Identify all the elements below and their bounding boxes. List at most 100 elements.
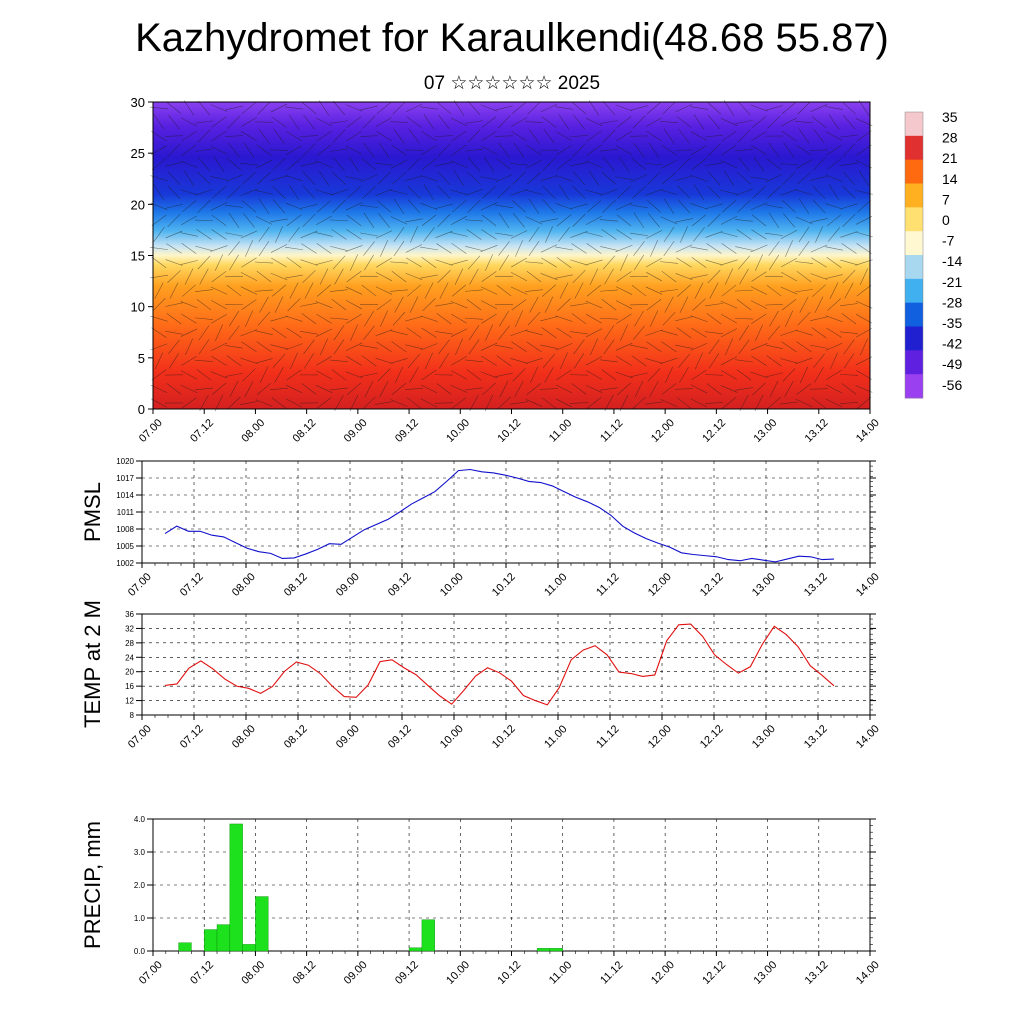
y-tick-label: 1005 bbox=[116, 542, 134, 551]
colorbar-label: 0 bbox=[942, 212, 950, 228]
x-tick-label: 12.12 bbox=[700, 959, 728, 987]
x-tick-label: 11.12 bbox=[594, 723, 621, 750]
x-tick-label: 08.12 bbox=[291, 417, 319, 445]
colorbar-label: 14 bbox=[942, 171, 958, 187]
x-tick-label: 14.00 bbox=[854, 959, 882, 987]
y-tick-label: 0.0 bbox=[134, 947, 146, 956]
x-tick-label: 11.12 bbox=[598, 959, 625, 986]
y-tick-label: 16 bbox=[125, 682, 134, 691]
x-tick-label: 07.12 bbox=[188, 959, 216, 987]
x-tick-label: 07.00 bbox=[137, 959, 165, 987]
x-tick-label: 08.12 bbox=[282, 723, 310, 751]
y-tick-label: 5 bbox=[138, 351, 145, 366]
grid bbox=[142, 461, 870, 563]
colorbar-label: -56 bbox=[942, 377, 962, 393]
x-tick-label: 07.12 bbox=[178, 723, 206, 751]
colorbar-swatch bbox=[905, 207, 923, 232]
colorbar-swatch bbox=[905, 302, 923, 327]
colorbar-label: -28 bbox=[942, 294, 962, 310]
y-tick-label: 28 bbox=[125, 639, 134, 648]
wind-barbs bbox=[150, 100, 873, 412]
x-tick-label: 12.12 bbox=[698, 571, 726, 599]
y-tick-label: 20 bbox=[131, 197, 145, 212]
x-tick-label: 13.00 bbox=[750, 571, 778, 599]
colorbar-swatch bbox=[905, 159, 923, 184]
colorbar-frame bbox=[904, 111, 924, 399]
data-bar bbox=[255, 896, 269, 952]
grid bbox=[153, 819, 870, 951]
x-tick-label: 09.12 bbox=[386, 723, 414, 751]
x-tick-label: 11.00 bbox=[542, 571, 569, 598]
data-bar bbox=[229, 823, 243, 952]
data-bar bbox=[549, 948, 563, 952]
y-tick-label: 36 bbox=[125, 610, 134, 619]
y-tick-label: 1008 bbox=[116, 525, 134, 534]
colorbar-label: -42 bbox=[942, 336, 962, 352]
data-bar bbox=[408, 947, 423, 952]
y-tick-label: 1011 bbox=[117, 508, 135, 517]
x-tick-label: 10.12 bbox=[495, 417, 523, 445]
x-tick-label: 14.00 bbox=[854, 417, 882, 445]
chart-title: Kazhydromet for Karaulkendi(48.68 55.87) bbox=[135, 16, 889, 60]
colorbar-swatch bbox=[905, 231, 923, 256]
y-tick-label: 8 bbox=[130, 711, 135, 720]
x-tick-label: 11.00 bbox=[547, 959, 574, 986]
x-tick-label: 07.00 bbox=[137, 417, 165, 445]
x-tick-label: 09.12 bbox=[386, 571, 414, 599]
x-tick-label: 08.12 bbox=[282, 571, 310, 599]
y-tick-label: 15 bbox=[131, 249, 145, 264]
x-tick-label: 07.12 bbox=[188, 417, 216, 445]
x-tick-label: 09.12 bbox=[393, 959, 421, 987]
y-tick-label: 10 bbox=[131, 300, 145, 315]
colorbar-label: -14 bbox=[942, 253, 962, 269]
x-tick-label: 07.12 bbox=[178, 571, 206, 599]
x-tick-label: 09.00 bbox=[334, 571, 362, 599]
colorbar-label: 28 bbox=[942, 130, 958, 146]
y-tick-label: 30 bbox=[131, 95, 145, 110]
x-tick-label: 09.00 bbox=[342, 417, 370, 445]
y-tick-label: 4.0 bbox=[134, 815, 146, 824]
x-tick-label: 10.12 bbox=[490, 571, 518, 599]
colorbar-label: 35 bbox=[942, 109, 958, 125]
x-tick-label: 12.12 bbox=[700, 417, 728, 445]
x-tick-label: 13.00 bbox=[750, 723, 778, 751]
x-tick-label: 12.00 bbox=[649, 959, 677, 987]
x-tick-label: 10.12 bbox=[490, 723, 518, 751]
y-tick-label: 2.0 bbox=[134, 881, 146, 890]
chart-subtitle: 07 ☆☆☆☆☆☆ 2025 bbox=[423, 73, 601, 94]
x-tick-label: 13.12 bbox=[803, 417, 831, 445]
x-tick-label: 09.00 bbox=[342, 959, 370, 987]
x-tick-label: 10.00 bbox=[438, 723, 466, 751]
grid bbox=[142, 614, 870, 715]
x-tick-label: 10.00 bbox=[444, 417, 472, 445]
x-tick-label: 12.00 bbox=[649, 417, 677, 445]
x-tick-label: 07.00 bbox=[126, 723, 154, 751]
y-tick-label: 1002 bbox=[116, 559, 134, 568]
colorbar-swatch bbox=[905, 374, 923, 399]
data-bar bbox=[421, 919, 435, 952]
x-tick-label: 08.00 bbox=[230, 571, 258, 599]
colorbar-label: -35 bbox=[942, 315, 962, 331]
x-tick-label: 11.00 bbox=[542, 723, 569, 750]
y-tick-label: 25 bbox=[131, 146, 145, 161]
x-tick-label: 09.00 bbox=[334, 723, 362, 751]
colorbar-label: 7 bbox=[942, 191, 950, 207]
data-bar bbox=[242, 944, 256, 952]
y-tick-label: 1014 bbox=[116, 491, 134, 500]
cross-section-field bbox=[153, 102, 870, 409]
colorbar-swatch bbox=[905, 278, 923, 304]
colorbar-swatch bbox=[905, 326, 923, 351]
y-axis-label: PRECIP, mm bbox=[80, 821, 105, 949]
x-tick-label: 08.00 bbox=[239, 417, 267, 445]
colorbar-label: -49 bbox=[942, 356, 962, 372]
colorbar-swatch bbox=[905, 135, 923, 161]
colorbar-label: -7 bbox=[942, 233, 955, 249]
colorbar-label: -21 bbox=[942, 274, 962, 290]
data-line bbox=[164, 468, 835, 563]
x-tick-label: 13.00 bbox=[751, 959, 779, 987]
y-tick-label: 0 bbox=[138, 402, 145, 417]
data-bar bbox=[204, 929, 218, 952]
y-tick-label: 1017 bbox=[116, 474, 134, 483]
x-tick-label: 13.12 bbox=[802, 723, 830, 751]
data-bar bbox=[216, 924, 231, 952]
